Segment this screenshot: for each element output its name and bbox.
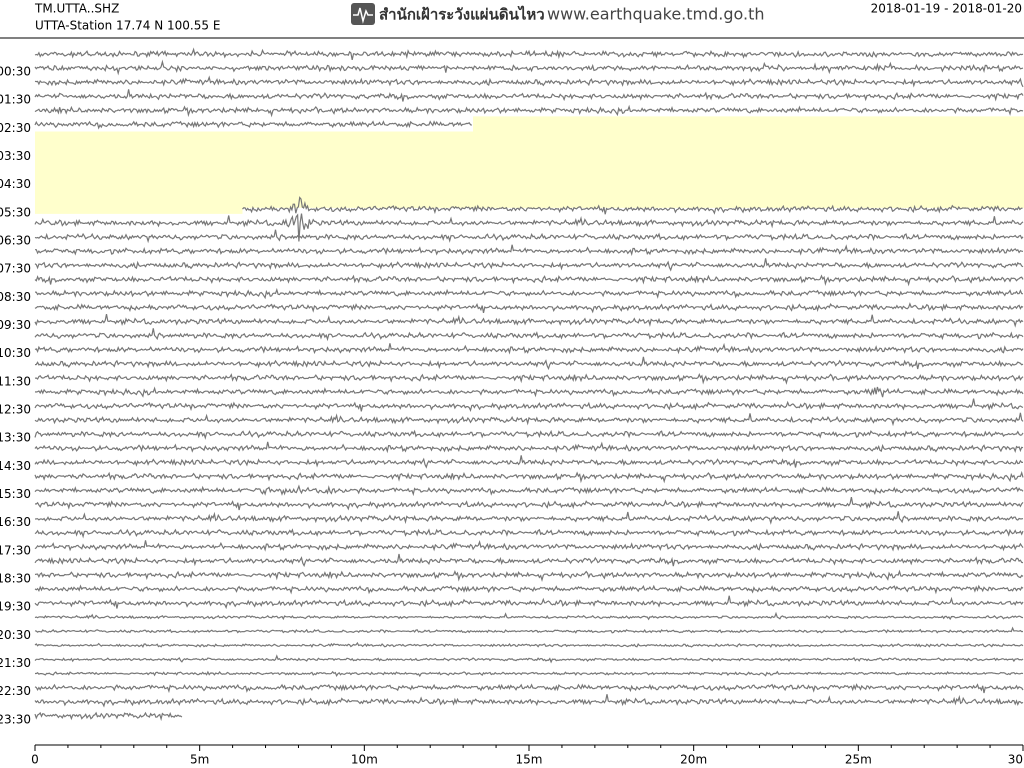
x-tick-label: 15m bbox=[516, 753, 543, 767]
x-tick-label: 20m bbox=[680, 753, 707, 767]
seismic-trace bbox=[34, 386, 1024, 398]
row-time-label: 07:30 bbox=[0, 262, 31, 276]
seismic-trace bbox=[34, 528, 1024, 539]
x-tick-label: 5m bbox=[190, 753, 209, 767]
row-time-label: 06:30 bbox=[0, 234, 31, 248]
seismic-trace bbox=[34, 120, 473, 130]
seismic-trace bbox=[34, 274, 1024, 287]
seismic-trace bbox=[34, 342, 1024, 355]
seismic-trace bbox=[34, 626, 1024, 634]
row-time-label: 22:30 bbox=[0, 684, 31, 698]
seismic-trace bbox=[35, 244, 1024, 257]
seismic-trace bbox=[34, 302, 1024, 314]
seismic-trace bbox=[35, 670, 1024, 678]
seismic-trace bbox=[34, 213, 1024, 242]
seismic-trace bbox=[34, 484, 1024, 497]
station-info: UTTA-Station 17.74 N 100.55 E bbox=[35, 19, 220, 33]
x-tick-label: 30 bbox=[1008, 753, 1023, 767]
seismic-trace bbox=[34, 569, 1024, 583]
seismic-trace bbox=[34, 595, 1024, 610]
row-time-label: 16:30 bbox=[0, 515, 31, 529]
row-time-label: 05:30 bbox=[0, 205, 31, 219]
row-time-label: 08:30 bbox=[0, 290, 31, 304]
seismic-trace bbox=[34, 711, 183, 722]
seismic-trace bbox=[34, 429, 1024, 440]
seismic-trace bbox=[34, 511, 1024, 525]
seismic-trace bbox=[34, 328, 1024, 342]
seismic-trace bbox=[34, 372, 1024, 385]
agency-name: สำนักเฝ้าระวังแผ่นดินไหว bbox=[379, 5, 545, 24]
seismic-trace bbox=[34, 287, 1024, 300]
seismic-trace bbox=[34, 654, 1024, 664]
row-time-label: 04:30 bbox=[0, 177, 31, 191]
row-time-label: 12:30 bbox=[0, 403, 31, 417]
seismic-trace bbox=[34, 441, 1024, 454]
row-time-label: 20:30 bbox=[0, 628, 31, 642]
row-time-label: 14:30 bbox=[0, 459, 31, 473]
seismic-trace bbox=[34, 229, 1024, 244]
row-time-label: 21:30 bbox=[0, 656, 31, 670]
seismic-trace bbox=[34, 584, 1024, 595]
x-tick-label: 25m bbox=[845, 753, 872, 767]
row-time-label: 23:30 bbox=[0, 712, 31, 726]
row-time-label: 18:30 bbox=[0, 571, 31, 585]
website: www.earthquake.tmd.go.th bbox=[547, 5, 765, 24]
seismic-trace bbox=[34, 694, 1024, 708]
row-time-label: 19:30 bbox=[0, 600, 31, 614]
row-time-label: 09:30 bbox=[0, 318, 31, 332]
x-tick-label: 10m bbox=[351, 753, 378, 767]
data-gap bbox=[35, 116, 1024, 214]
seismic-trace bbox=[34, 258, 1024, 272]
seismic-trace bbox=[34, 412, 1024, 427]
row-time-label: 13:30 bbox=[0, 431, 31, 445]
x-tick-label: 0 bbox=[31, 753, 39, 767]
seismic-trace bbox=[34, 47, 1024, 61]
station-code: TM.UTTA..SHZ bbox=[34, 2, 119, 16]
row-time-label: 02:30 bbox=[0, 121, 31, 135]
row-time-label: 10:30 bbox=[0, 346, 31, 360]
seismic-trace bbox=[34, 683, 1024, 694]
row-time-label: 15:30 bbox=[0, 487, 31, 501]
seismic-trace bbox=[34, 104, 1024, 118]
seismic-trace bbox=[34, 59, 1024, 76]
date-range: 2018-01-19 - 2018-01-20 bbox=[871, 2, 1022, 16]
seismic-trace bbox=[242, 196, 1023, 215]
row-time-label: 01:30 bbox=[0, 93, 31, 107]
seismic-trace bbox=[34, 455, 1023, 469]
row-time-label: 00:30 bbox=[0, 65, 31, 79]
seismic-trace bbox=[34, 356, 1024, 371]
seismic-trace bbox=[34, 641, 1024, 648]
seismic-trace bbox=[34, 398, 1024, 413]
seismic-trace bbox=[34, 496, 1024, 511]
seismic-trace bbox=[34, 540, 1024, 552]
row-time-label: 03:30 bbox=[0, 149, 31, 163]
seismic-trace bbox=[34, 75, 1024, 88]
seismic-trace bbox=[34, 553, 1024, 568]
logo bbox=[351, 3, 375, 25]
seismic-trace bbox=[34, 89, 1024, 102]
seismic-trace bbox=[34, 611, 1024, 621]
seismic-trace bbox=[34, 470, 1024, 484]
seismic-trace bbox=[34, 313, 1024, 328]
row-time-label: 11:30 bbox=[0, 374, 31, 388]
row-time-label: 17:30 bbox=[0, 543, 31, 557]
